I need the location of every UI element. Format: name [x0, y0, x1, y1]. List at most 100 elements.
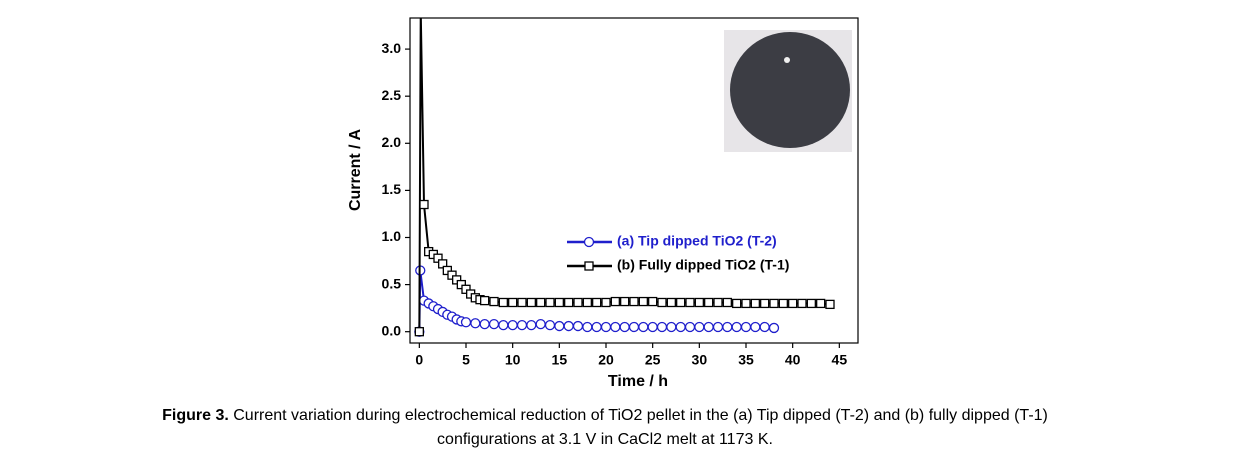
- data-point: [797, 298, 807, 309]
- x-tick-label: 20: [598, 352, 614, 368]
- data-point: [460, 317, 472, 328]
- data-point: [480, 295, 490, 306]
- y-axis-title: Current / A: [347, 129, 364, 212]
- data-point: [438, 259, 448, 269]
- data-point: [657, 297, 667, 308]
- data-point: [526, 319, 537, 331]
- data-point: [638, 321, 649, 333]
- data-point: [703, 321, 714, 333]
- data-point: [740, 321, 752, 333]
- data-point: [694, 297, 704, 308]
- data-point: [620, 296, 630, 307]
- data-point: [759, 321, 770, 333]
- x-tick-label: 25: [645, 352, 661, 368]
- data-point: [572, 320, 584, 332]
- data-point: [638, 296, 648, 307]
- y-tick-label: 2.0: [382, 134, 402, 150]
- inset-photo: [724, 30, 852, 152]
- data-point: [666, 321, 677, 333]
- data-point: [447, 270, 457, 280]
- data-point: [629, 296, 639, 307]
- data-point: [489, 296, 499, 307]
- legend-marker: [584, 261, 594, 271]
- x-tick-label: 10: [505, 352, 521, 368]
- data-point: [461, 284, 471, 294]
- caption-text: Current variation during electrochemical…: [233, 407, 1048, 424]
- data-point: [554, 297, 564, 308]
- legend-marker: [583, 236, 595, 248]
- data-point: [526, 297, 536, 308]
- plot-frame: [409, 17, 859, 344]
- caption-line: configurations at 3.1 V in CaCl2 melt at…: [437, 431, 773, 448]
- data-point: [419, 199, 429, 210]
- caption-line: Figure 3. Current variation during elect…: [162, 407, 1048, 424]
- data-point: [414, 327, 424, 337]
- x-tick-label: 15: [552, 352, 568, 368]
- data-point: [600, 321, 612, 333]
- x-tick-label: 30: [692, 352, 708, 368]
- data-point: [750, 321, 761, 333]
- data-point: [592, 297, 602, 308]
- data-point: [452, 275, 462, 285]
- data-point: [648, 296, 658, 307]
- data-point: [628, 321, 640, 333]
- data-point: [470, 318, 481, 329]
- data-point: [610, 321, 621, 333]
- data-point: [554, 320, 565, 332]
- y-tick-label: 2.5: [382, 87, 402, 103]
- data-point: [825, 299, 835, 310]
- data-point: [806, 298, 816, 309]
- data-point: [816, 298, 826, 309]
- data-point: [750, 298, 760, 309]
- data-point: [573, 297, 583, 308]
- data-point: [778, 298, 788, 309]
- data-point: [563, 320, 574, 332]
- y-tick-label: 0.5: [382, 275, 402, 291]
- x-tick-label: 5: [462, 352, 470, 368]
- data-point: [442, 265, 452, 276]
- data-point: [694, 321, 705, 333]
- data-point: [479, 319, 490, 330]
- y-tick-label: 1.0: [382, 228, 402, 244]
- legend-label: (b) Fully dipped TiO2 (T-1): [617, 257, 789, 273]
- legend-label: (a) Tip dipped TiO2 (T-2): [617, 233, 777, 249]
- data-point: [741, 298, 751, 309]
- data-point: [685, 297, 695, 308]
- data-point: [535, 319, 546, 330]
- data-point: [722, 321, 733, 333]
- data-point: [704, 297, 714, 308]
- data-point: [647, 321, 658, 333]
- data-point: [417, 7, 425, 15]
- x-tick-label: 35: [738, 352, 754, 368]
- data-point: [610, 296, 620, 307]
- data-point: [713, 297, 723, 308]
- y-tick-label: 0.0: [382, 322, 402, 338]
- data-point: [712, 321, 724, 333]
- data-point: [619, 321, 630, 333]
- plot-area: [414, 7, 835, 337]
- data-point: [601, 297, 611, 308]
- data-point: [545, 297, 555, 308]
- x-axis-title: Time / h: [608, 373, 668, 390]
- data-point: [456, 279, 466, 290]
- data-point: [498, 297, 508, 308]
- data-point: [731, 321, 742, 333]
- data-point: [760, 298, 770, 309]
- data-point: [433, 253, 443, 263]
- data-point: [769, 298, 779, 309]
- data-point: [544, 319, 556, 331]
- data-point: [675, 321, 686, 333]
- data-point: [768, 322, 780, 334]
- data-point: [684, 321, 696, 333]
- data-point: [488, 319, 500, 330]
- figure-label: Figure 3.: [162, 407, 229, 424]
- data-point: [582, 321, 593, 333]
- data-point: [536, 297, 546, 308]
- data-point: [564, 297, 574, 308]
- x-tick-label: 0: [415, 352, 423, 368]
- y-tick-label: 1.5: [382, 181, 402, 197]
- data-point: [517, 297, 527, 308]
- x-tick-label: 40: [785, 352, 801, 368]
- data-point: [656, 321, 668, 333]
